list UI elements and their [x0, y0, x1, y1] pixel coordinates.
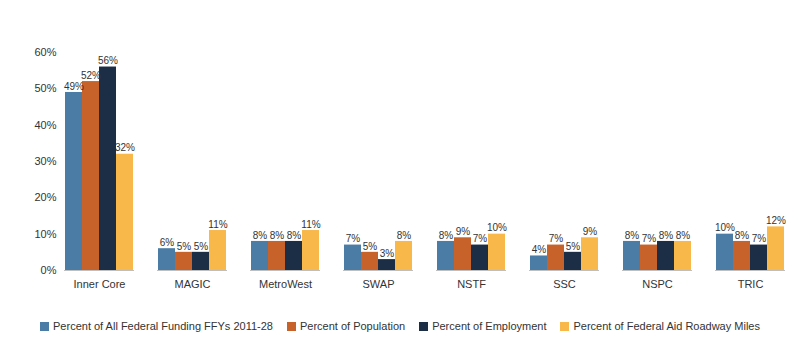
- svg-text:Inner Core: Inner Core: [74, 278, 126, 290]
- svg-text:7%: 7%: [346, 233, 361, 244]
- svg-text:11%: 11%: [208, 219, 227, 230]
- svg-text:3%: 3%: [380, 248, 395, 259]
- svg-text:NSTF: NSTF: [457, 278, 486, 290]
- svg-text:MetroWest: MetroWest: [259, 278, 312, 290]
- svg-text:6%: 6%: [160, 237, 175, 248]
- svg-text:5%: 5%: [566, 241, 581, 252]
- html-text:Percent of All Federal Funding: Percent of All Federal Funding FFYs 2011…: [53, 320, 273, 332]
- html-text:Percent of Population: Percent of Population: [300, 320, 406, 332]
- svg-text:8%: 8%: [439, 230, 454, 241]
- svg-text:5%: 5%: [177, 241, 192, 252]
- svg-text:8%: 8%: [659, 230, 674, 241]
- svg-text:NSPC: NSPC: [642, 278, 673, 290]
- svg-text:9%: 9%: [456, 226, 471, 237]
- svg-text:56%: 56%: [98, 55, 118, 66]
- svg-text:8%: 8%: [397, 230, 412, 241]
- svg-text:SSC: SSC: [553, 278, 576, 290]
- svg-text:5%: 5%: [194, 241, 209, 252]
- svg-text:7%: 7%: [549, 233, 564, 244]
- svg-text:60%: 60%: [34, 46, 56, 58]
- svg-text:SWAP: SWAP: [363, 278, 395, 290]
- svg-text:5%: 5%: [363, 241, 378, 252]
- svg-text:8%: 8%: [676, 230, 691, 241]
- svg-text:7%: 7%: [752, 233, 767, 244]
- svg-text:10%: 10%: [487, 222, 507, 233]
- svg-text:32%: 32%: [115, 142, 135, 153]
- svg-text:8%: 8%: [625, 230, 640, 241]
- svg-text:50%: 50%: [34, 82, 56, 94]
- svg-text:10%: 10%: [715, 222, 735, 233]
- svg-text:10%: 10%: [34, 228, 56, 240]
- svg-text:30%: 30%: [34, 155, 56, 167]
- svg-text:11%: 11%: [301, 219, 320, 230]
- svg-text:7%: 7%: [473, 233, 488, 244]
- svg-text:8%: 8%: [735, 230, 750, 241]
- svg-text:12%: 12%: [766, 215, 786, 226]
- svg-text:TRIC: TRIC: [738, 278, 764, 290]
- svg-text:8%: 8%: [270, 230, 285, 241]
- html-text:Percent of Employment: Percent of Employment: [432, 320, 547, 332]
- svg-text:52%: 52%: [81, 70, 101, 81]
- svg-text:MAGIC: MAGIC: [174, 278, 210, 290]
- svg-text:40%: 40%: [34, 119, 56, 131]
- svg-text:20%: 20%: [34, 191, 56, 203]
- svg-text:9%: 9%: [583, 226, 598, 237]
- html-text:Percent of Federal Aid Roadway: Percent of Federal Aid Roadway Miles: [573, 320, 760, 332]
- svg-text:8%: 8%: [287, 230, 302, 241]
- svg-text:7%: 7%: [642, 233, 657, 244]
- svg-text:8%: 8%: [253, 230, 268, 241]
- svg-text:4%: 4%: [532, 244, 547, 255]
- svg-text:0%: 0%: [41, 264, 57, 276]
- svg-text:49%: 49%: [64, 81, 84, 92]
